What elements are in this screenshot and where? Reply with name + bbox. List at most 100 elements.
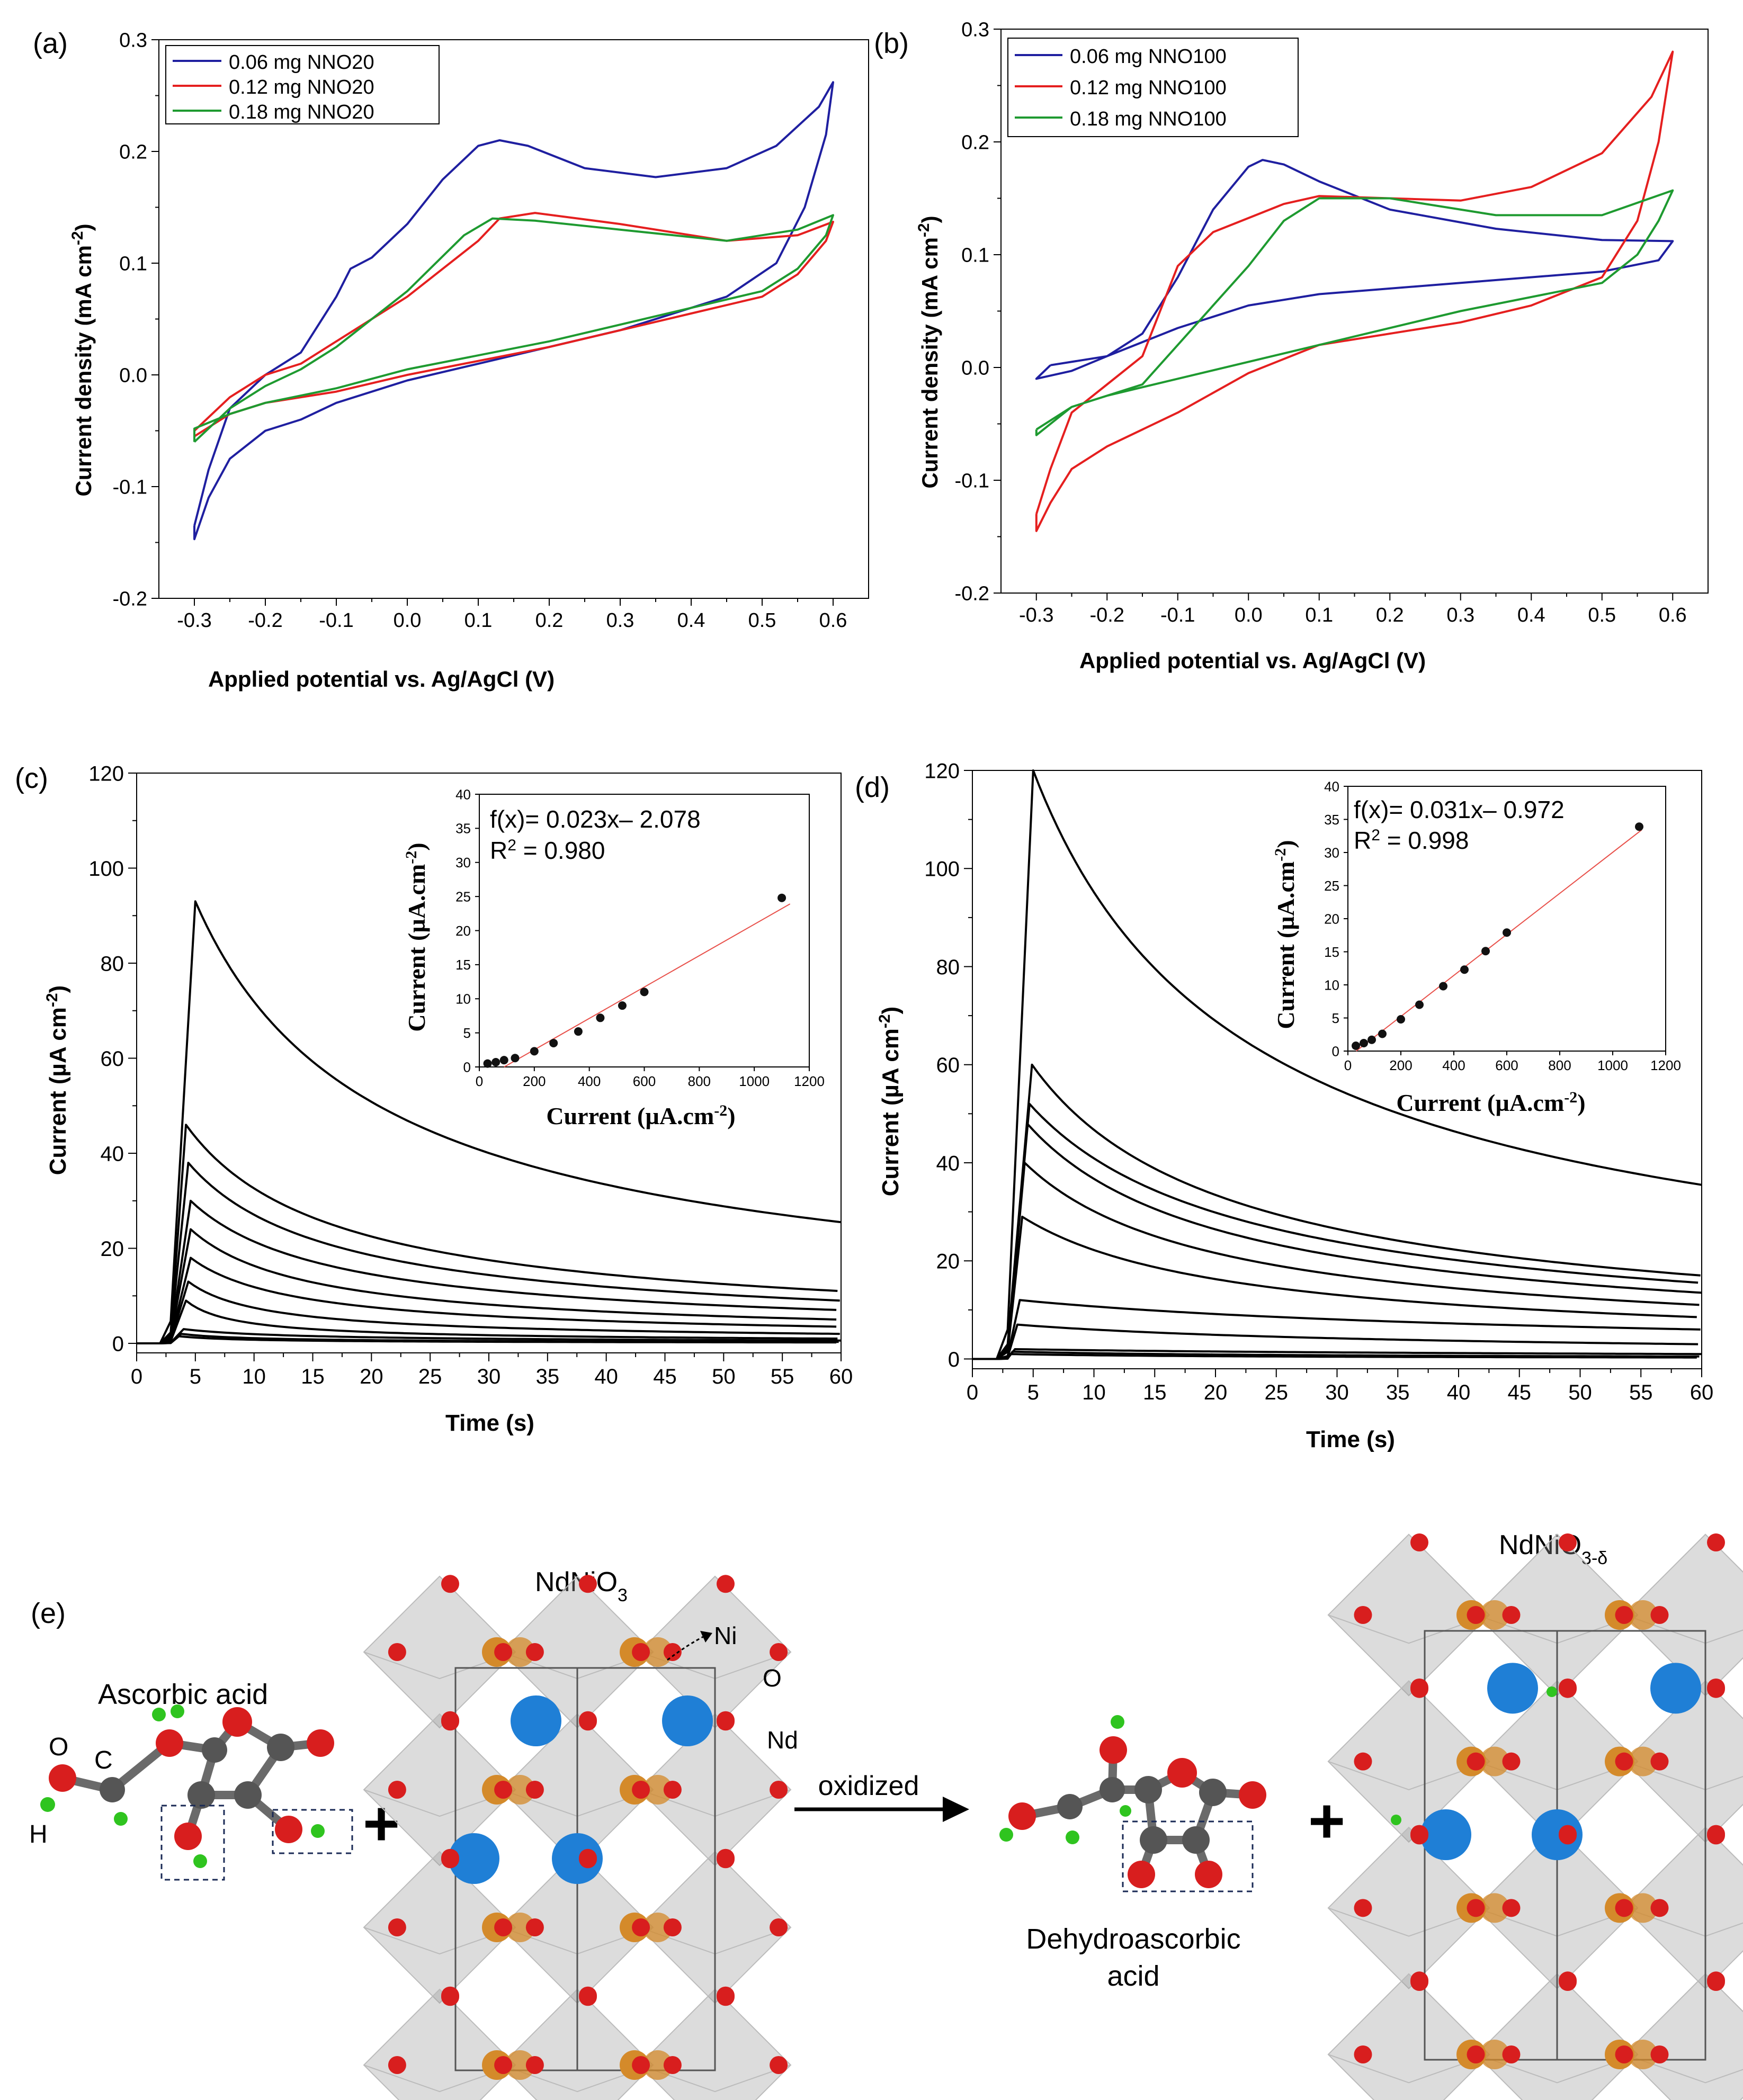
current-transient-line [972,1353,1697,1360]
atom-carbon [1140,1826,1167,1854]
nio6-octahedron [1327,1680,1490,1843]
legend-label-a-3: 0.18 mg NNO20 [229,101,374,123]
atom-carbon [1057,1794,1083,1819]
atom-carbon [1134,1776,1162,1803]
atom-nickel [643,1913,673,1942]
inset-data-point [1460,965,1469,974]
atom-oxygen [49,1764,76,1792]
atom-oxygen [1559,1826,1577,1845]
atom-oxygen [770,2056,788,2074]
nio6-octahedron [1327,1533,1490,1697]
x-tick-label: 55 [771,1365,794,1388]
panel-a: (a) -0.3 -0.2 -0.1 0.0 0.1 0.2 0.3 0.4 0.5 0.6-0.… [33,28,869,692]
atom-oxygen [663,1643,682,1661]
atom-oxygen [717,1850,735,1869]
legend-b: 0.06 mg NNO100 0.12 mg NNO100 0.18 mg NN… [1007,38,1299,137]
current-transient-line [137,1124,838,1344]
panel-label-e: (e) [31,1598,66,1629]
cv-series-line [193,212,834,437]
cv-chart-a: -0.3 -0.2 -0.1 0.0 0.1 0.2 0.3 0.4 0.5 0.6 -0.2 -0.… [113,30,869,632]
atom-nickel [1480,1746,1509,1776]
inset-data-point [596,1013,605,1022]
atom-neodymium [1532,1809,1583,1860]
x-tick-label: 800 [1548,1057,1571,1073]
x-tick-label: 25 [418,1365,442,1388]
atom-oxygen [1239,1781,1266,1809]
atom-oxygen [579,1712,597,1731]
atom-oxygen [525,1781,544,1799]
atom-oxygen [663,2056,682,2074]
y-tick-label: 5 [1332,1010,1339,1026]
y-tick-label: 30 [1324,845,1339,860]
atom-nickel [1480,1893,1509,1923]
x-tick-label: 600 [1495,1057,1518,1073]
y-tick-label: 60 [936,1054,960,1077]
atom-carbon [100,1777,125,1802]
x-tick-label: 0.3 [606,609,634,632]
panel-c: (c) 0 5 10 15 20 25 30 35 40 45 50 55 60020406080100… [15,762,853,1436]
atom-hydrogen [1111,1715,1124,1729]
atom-oxygen [1354,1752,1372,1771]
y-tick-label: 20 [101,1237,124,1261]
atom-nickel [505,2050,535,2080]
atom-oxygen [441,1850,459,1869]
atom-hydrogen [1120,1805,1131,1817]
inset-x-axis-title-c: Current (µA.cm-2) [546,1102,735,1130]
y-tick-label: 0 [1332,1043,1339,1059]
y-tick-label: 0.0 [119,365,147,387]
legend-label-a-2: 0.12 mg NNO20 [229,76,374,98]
inset-data-point [1439,982,1447,991]
current-transient-line [137,1257,837,1344]
x-tick-label: 200 [1389,1057,1412,1073]
y-tick-label: -0.1 [113,477,147,499]
atom-oxygen [494,2056,513,2074]
atom-oxygen [1559,1533,1577,1552]
crystal-structure [1327,1533,1743,2100]
atom-oxygen [1707,1826,1725,1845]
inset-data-point [618,1001,627,1010]
x-tick-label: 25 [1265,1381,1289,1404]
y-tick-label: 5 [463,1025,471,1041]
atom-nickel [1480,2040,1509,2069]
atom-oxygen [1615,1606,1633,1624]
y-tick-label: 60 [101,1047,124,1071]
ni-label: Ni [714,1622,737,1649]
x-tick-label: 55 [1629,1381,1653,1404]
atom-carbon [1182,1826,1210,1854]
atom-oxygen [770,1781,788,1799]
cv-series-line [193,214,834,443]
current-transient-line [972,769,1702,1360]
inset-data-point [530,1047,539,1056]
y-axis-title-d: Current (µA cm-2) [876,1007,904,1196]
atom-hydrogen [999,1828,1013,1842]
atom-oxygen [1559,1973,1577,1991]
atom-oxygen [307,1729,334,1757]
inset-data-point [640,988,649,997]
atom-oxygen [1650,1899,1669,1917]
current-transient-line [972,1323,1699,1360]
atom-oxygen [1354,2045,1372,2063]
atom-oxygen [1615,2045,1633,2063]
atom-oxygen [1410,1533,1428,1552]
atom-hydrogen [40,1797,55,1812]
legend-label-a-1: 0.06 mg NNO20 [229,51,374,74]
atom-oxygen [525,2056,544,2074]
plus-sign: + [1308,1785,1345,1856]
atom-oxygen [156,1729,183,1757]
panel-label-d: (d) [855,771,890,803]
inset-background [479,794,809,1067]
y-tick-label: 20 [455,923,471,939]
y-tick-label: 10 [1324,977,1339,993]
atom-neodymium [1650,1663,1701,1714]
legend-label-b-1: 0.06 mg NNO100 [1070,46,1227,68]
x-tick-label: 1200 [794,1073,825,1089]
atom-oxygen [441,1575,459,1593]
atom-oxygen [388,2056,406,2074]
x-tick-label: 0.6 [1659,604,1687,626]
atom-oxygen [579,1850,597,1869]
x-tick-label: 15 [301,1365,325,1388]
cv-series-line [1035,159,1674,380]
nio6-octahedron [1327,1973,1490,2100]
y-tick-label: 120 [88,762,124,785]
